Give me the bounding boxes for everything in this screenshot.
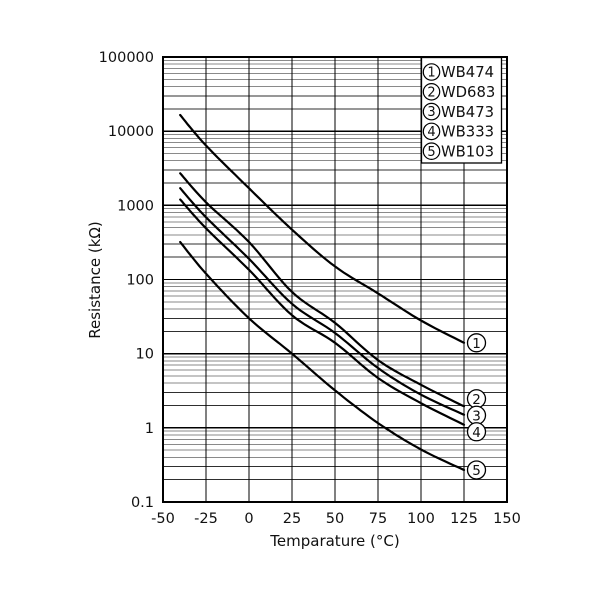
- circled-number-icon: [466, 333, 487, 353]
- legend-series-number: 5: [427, 145, 435, 160]
- legend-item-WB103: 5 WB103: [422, 142, 494, 160]
- legend-circled-number-icon: [422, 83, 441, 101]
- curve-WB473: [179, 187, 466, 416]
- legend-circled-number-icon: [422, 142, 441, 160]
- x-tick-label: 125: [450, 511, 478, 527]
- legend-item-WB473: 3 WB473: [422, 102, 494, 121]
- legend-series-name: WB333: [441, 124, 494, 141]
- legend-series-name: WB103: [441, 143, 494, 160]
- curve-WB474: [179, 113, 466, 344]
- legend-item-WB474: 1 WB474: [422, 63, 494, 81]
- y-tick-label: 100: [126, 273, 154, 289]
- curve-marker-WB103: 5: [466, 460, 487, 480]
- curve-number: 2: [472, 392, 481, 408]
- curve-number: 3: [472, 408, 481, 424]
- legend-circled-number-icon: [422, 122, 441, 141]
- legend-series-name: WD683: [441, 84, 495, 101]
- circled-number-icon: [466, 460, 487, 480]
- curve-number: 5: [472, 463, 481, 479]
- curve-marker-WB474: 1: [466, 333, 487, 353]
- x-tick-label: 75: [369, 511, 387, 527]
- legend-series-number: 4: [427, 125, 435, 140]
- curve-end-markers: 1 234 5: [466, 333, 487, 480]
- curve-marker-WB333: 4: [466, 422, 487, 442]
- curve-WB333: [179, 198, 466, 426]
- y-tick-label: 10000: [108, 124, 154, 140]
- legend-series-number: 3: [427, 105, 435, 120]
- curve-WB103: [179, 240, 466, 472]
- x-tick-label: 150: [493, 511, 521, 527]
- legend-series-number: 2: [427, 85, 435, 100]
- x-tick-label: -50: [151, 511, 175, 527]
- legend-item-WB333: 4 WB333: [422, 122, 494, 141]
- curve-number: 1: [472, 336, 481, 352]
- curve-number: 4: [472, 425, 481, 441]
- legend: 1 WB474 2 WD683 3 WB473 4 WB333 5 WB103: [420, 56, 503, 164]
- y-tick-label: 0.1: [131, 495, 154, 511]
- y-axis-title: Resistance (kΩ): [86, 221, 104, 338]
- x-tick-label: 100: [407, 511, 435, 527]
- y-tick-label: 100000: [99, 50, 154, 66]
- legend-series-name: WB474: [441, 64, 494, 81]
- legend-series-number: 1: [427, 66, 435, 81]
- legend-circled-number-icon: [422, 63, 441, 81]
- y-tick-label: 10: [136, 347, 154, 363]
- legend-item-WD683: 2 WD683: [422, 83, 495, 101]
- x-tick-label: 25: [283, 511, 301, 527]
- curves: [179, 113, 466, 472]
- circled-number-icon: [466, 422, 487, 442]
- curve-marker-WB473: 3: [466, 405, 487, 425]
- legend-circled-number-icon: [422, 102, 441, 121]
- x-tick-label: 50: [326, 511, 344, 527]
- x-axis-title: Temparature (°C): [269, 532, 399, 550]
- x-tick-label: -25: [194, 511, 218, 527]
- curve-marker-WD683: 2: [466, 389, 487, 409]
- curve-WD683: [179, 172, 466, 408]
- x-tick-label: 0: [244, 511, 253, 527]
- legend-series-name: WB473: [441, 104, 494, 121]
- plot-border: [162, 56, 508, 503]
- y-tick-label: 1000: [117, 198, 154, 214]
- y-tick-label: 1: [145, 421, 154, 437]
